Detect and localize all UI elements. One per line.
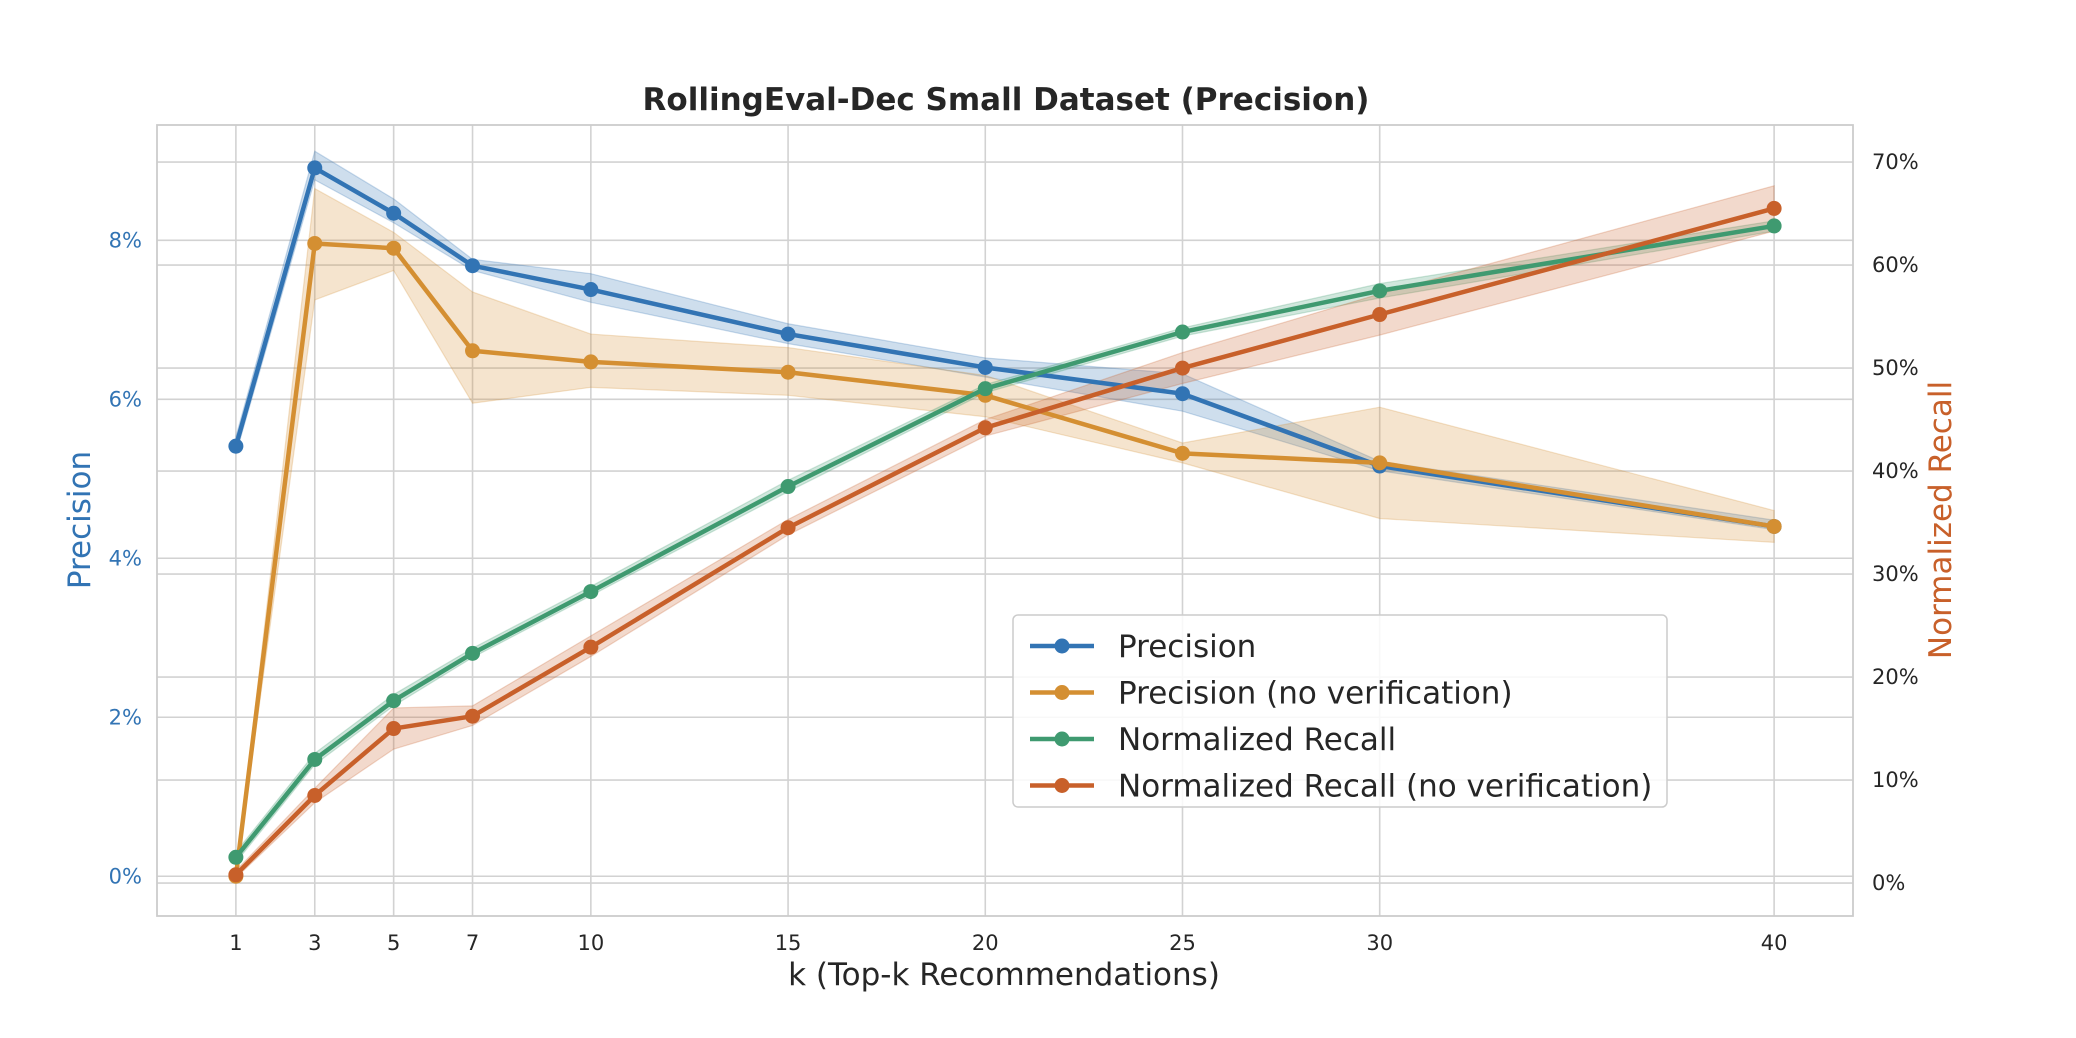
- legend-marker-normalized-recall: [1054, 731, 1070, 747]
- normalized-recall-no-verification-point: [583, 639, 599, 655]
- x-tick-label: 5: [387, 931, 400, 955]
- x-axis-ticks: 1 3 5 7 10 15 20 25 30 40: [229, 931, 1787, 955]
- precision-no-verification-point: [583, 354, 599, 370]
- x-tick-label: 25: [1169, 931, 1196, 955]
- legend-box: [1012, 614, 1668, 808]
- normalized-recall-point: [780, 479, 796, 495]
- normalized-recall-no-verification-point: [780, 520, 796, 536]
- right-y-axis-ticks: 0% 10% 20% 30% 40% 50% 60% 70%: [1872, 150, 1919, 895]
- precision-point: [386, 205, 402, 221]
- normalized-recall-no-verification-point: [386, 721, 402, 737]
- left-y-axis-label: Precision: [62, 451, 98, 589]
- precision-no-verification-point: [307, 235, 323, 251]
- right-y-axis-label: Normalized Recall: [1923, 381, 1959, 659]
- right-y-tick-label: 10%: [1872, 768, 1919, 792]
- left-y-tick-label: 2%: [109, 705, 142, 729]
- normalized-recall-point: [465, 645, 481, 661]
- precision-no-verification-line: [233, 241, 1775, 877]
- left-y-tick-label: 6%: [109, 387, 142, 411]
- precision-point: [465, 258, 481, 274]
- normalized-recall-no-verification-point: [977, 420, 993, 436]
- precision-no-verification-point: [1766, 518, 1782, 534]
- chart-title: RollingEval-Dec Small Dataset (Precision…: [643, 82, 1370, 118]
- legend-label-precision: Precision: [1118, 629, 1256, 665]
- normalized-recall-point: [386, 693, 402, 709]
- legend-label-normalized-recall-no-verification: Normalized Recall (no verification): [1118, 769, 1652, 805]
- precision-no-verification-point: [780, 364, 796, 380]
- x-tick-label: 1: [229, 931, 242, 955]
- legend-marker-normalized-recall-no-verification: [1054, 778, 1070, 793]
- precision-point: [780, 326, 796, 342]
- precision-point: [583, 282, 599, 298]
- normalized-recall-point: [977, 381, 993, 397]
- x-tick-label: 30: [1366, 931, 1393, 955]
- normalized-recall-no-verification-line: [234, 206, 1775, 877]
- left-y-tick-label: 8%: [109, 228, 142, 252]
- precision-no-verification-point: [386, 240, 402, 256]
- left-y-tick-label: 0%: [109, 864, 142, 888]
- legend-marker-precision: [1054, 638, 1070, 654]
- x-tick-label: 10: [577, 931, 604, 955]
- normalized-recall-point: [1174, 324, 1190, 340]
- precision-point: [977, 359, 993, 375]
- legend-label-normalized-recall: Normalized Recall: [1118, 722, 1396, 758]
- normalized-recall-point: [1766, 218, 1782, 234]
- normalized-recall-no-verification-point: [1174, 360, 1190, 376]
- precision-point: [228, 438, 244, 454]
- right-y-tick-label: 70%: [1872, 150, 1919, 174]
- precision-line: [233, 165, 1775, 529]
- normalized-recall-no-verification-point: [1766, 200, 1782, 216]
- left-y-tick-label: 4%: [109, 546, 142, 570]
- x-tick-label: 40: [1761, 931, 1788, 955]
- x-tick-label: 7: [466, 931, 479, 955]
- right-y-tick-label: 30%: [1872, 562, 1919, 586]
- series-lines: [228, 160, 1782, 884]
- precision-no-verification-point: [1372, 455, 1388, 471]
- normalized-recall-no-verification-point: [228, 867, 244, 883]
- right-y-tick-label: 50%: [1872, 356, 1919, 380]
- right-y-tick-label: 0%: [1872, 871, 1905, 895]
- precision-no-verification-point: [1174, 445, 1190, 461]
- normalized-recall-no-verification-point: [1372, 307, 1388, 323]
- x-tick-label: 15: [775, 931, 802, 955]
- plot-frame: [156, 124, 1854, 917]
- precision-point: [1174, 386, 1190, 402]
- right-y-tick-label: 60%: [1872, 253, 1919, 277]
- left-y-axis-ticks: 0% 2% 4% 6% 8%: [109, 228, 142, 888]
- normalized-recall-no-verification-point: [465, 708, 481, 724]
- right-y-tick-label: 20%: [1872, 665, 1919, 689]
- precision-no-verification-point: [465, 343, 481, 359]
- normalized-recall-point: [228, 849, 244, 865]
- legend: Precision Precision (no verification) Norm…: [1012, 614, 1668, 808]
- normalized-recall-point: [307, 751, 323, 767]
- x-tick-label: 20: [972, 931, 999, 955]
- normalized-recall-line: [234, 223, 1775, 859]
- normalized-recall-point: [583, 584, 599, 600]
- x-axis-label: k (Top-k Recommendations): [788, 957, 1220, 993]
- legend-label-precision-no-verification: Precision (no verification): [1118, 676, 1513, 712]
- right-y-tick-label: 40%: [1872, 459, 1919, 483]
- normalized-recall-no-verification-point: [307, 787, 323, 803]
- x-tick-label: 3: [308, 931, 321, 955]
- precision-point: [307, 160, 323, 176]
- normalized-recall-point: [1372, 283, 1388, 299]
- legend-marker-precision-no-verification: [1054, 685, 1070, 700]
